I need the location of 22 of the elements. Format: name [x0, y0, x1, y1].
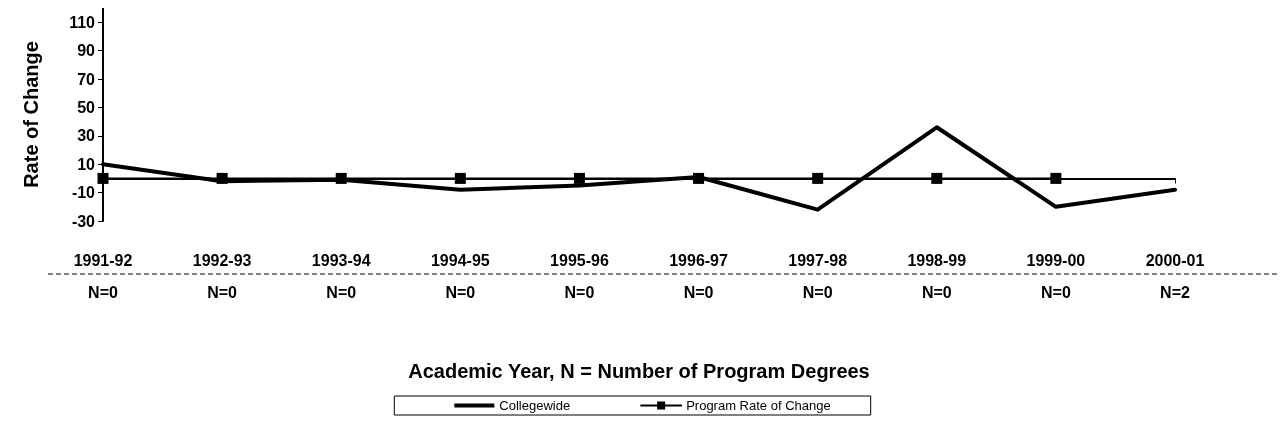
y-axis-title: Rate of Change: [20, 41, 42, 188]
x-tick-label: 1992-93 N=0: [192, 251, 252, 301]
legend-label: Collegewide: [499, 398, 571, 413]
x-tick-label: 1998-99 N=0: [907, 251, 967, 301]
x-tick-label: 1999-00 N=0: [1026, 251, 1086, 301]
x-tick-label: 1991-92 N=0: [73, 251, 133, 301]
x-tick-label: 1997-98 N=0: [788, 251, 848, 301]
x-tick-label: 1996-97 N=0: [669, 251, 729, 301]
y-tick-label: 30: [77, 127, 96, 145]
y-tick-label: 70: [77, 70, 96, 88]
x-tick-label: 1994-95 N=0: [430, 251, 490, 301]
y-tick-label: 10: [77, 155, 96, 173]
x-tick-label: 2000-01 N=2: [1145, 251, 1205, 301]
x-tick-label: 1993-94 N=0: [311, 251, 371, 301]
x-tick-label: 1995-96 N=0: [550, 251, 609, 301]
legend-label: Program Rate of Change: [686, 398, 831, 413]
y-tick-label: -10: [71, 184, 96, 202]
y-tick-label: 90: [77, 42, 96, 60]
y-tick-label: 110: [69, 13, 96, 31]
y-tick-label: 50: [77, 98, 96, 116]
x-axis-title: Academic Year, N = Number of Program Degrees: [408, 360, 870, 382]
y-tick-label: -30: [71, 212, 96, 230]
